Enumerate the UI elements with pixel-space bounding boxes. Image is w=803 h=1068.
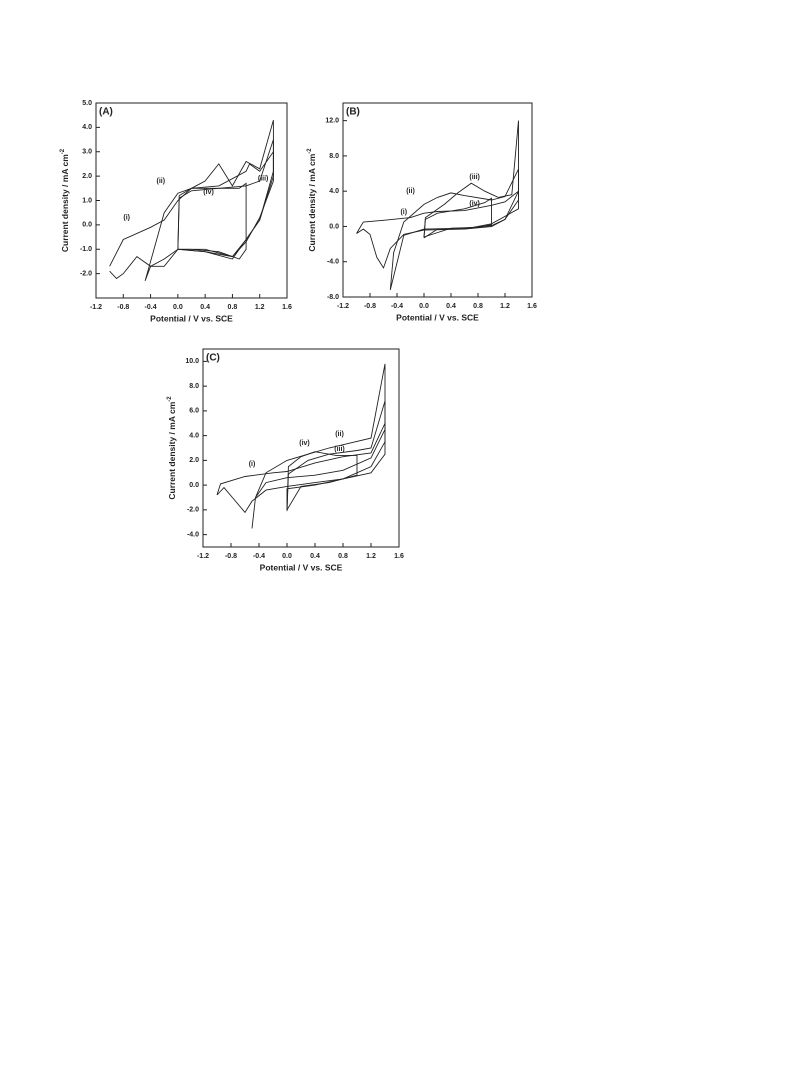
x-axis-label: Potential / V vs. SCE — [150, 313, 233, 323]
y-axis-label: Current density / mA cm-2 — [60, 148, 71, 252]
y-tick-label: 10.0 — [185, 358, 199, 365]
y-tick-label: -4.0 — [187, 531, 199, 538]
y-tick-label: -1.0 — [80, 246, 92, 253]
y-tick-label: 5.0 — [82, 100, 92, 107]
curve-label: (iii) — [334, 446, 345, 453]
cv-curve — [423, 120, 519, 239]
cv-curve — [286, 400, 386, 512]
cv-curve — [216, 423, 386, 514]
panel-label: (A) — [99, 107, 113, 118]
x-tick-label: -0.8 — [117, 304, 129, 311]
curve-label: (iv) — [299, 440, 310, 447]
plot-frame — [202, 348, 400, 548]
curve-label: (i) — [123, 214, 130, 221]
curve-label: (iv) — [203, 189, 214, 196]
x-tick-label: 1.2 — [500, 303, 510, 310]
plot-frame — [95, 102, 288, 299]
y-tick-label: 6.0 — [189, 408, 199, 415]
x-tick-label: 0.0 — [282, 553, 292, 560]
x-tick-label: -1.2 — [337, 303, 349, 310]
y-tick-label: -8.0 — [327, 294, 339, 301]
x-tick-label: 0.0 — [419, 303, 429, 310]
y-tick-label: 2.0 — [189, 457, 199, 464]
y-tick-label: 4.0 — [329, 188, 339, 195]
x-tick-label: 0.4 — [310, 553, 320, 560]
y-axis-label-sup: -2 — [60, 148, 66, 154]
curve-label: (ii) — [335, 431, 344, 438]
x-tick-label: 0.4 — [446, 303, 456, 310]
x-tick-label: 1.2 — [255, 304, 265, 311]
y-tick-label: -4.0 — [327, 259, 339, 266]
y-axis-label-sup: -2 — [307, 148, 313, 154]
y-axis-label-sup: -2 — [167, 396, 173, 402]
cv-curve — [251, 363, 386, 529]
y-tick-label: 1.0 — [82, 197, 92, 204]
x-tick-label: 1.2 — [366, 553, 376, 560]
y-tick-label: 12.0 — [325, 117, 339, 124]
y-tick-label: 4.0 — [189, 432, 199, 439]
panel-label: (C) — [206, 353, 220, 364]
y-axis-label: Current density / mA cm-2 — [307, 148, 318, 252]
x-tick-label: -1.2 — [197, 553, 209, 560]
curve-label: (iii) — [469, 174, 480, 181]
cv-curve — [109, 119, 274, 280]
y-tick-label: 3.0 — [82, 149, 92, 156]
y-tick-label: 0.0 — [82, 222, 92, 229]
x-axis-label: Potential / V vs. SCE — [396, 312, 479, 322]
plot-frame — [342, 102, 533, 298]
x-tick-label: 1.6 — [527, 303, 537, 310]
y-axis-label: Current density / mA cm-2 — [167, 396, 178, 500]
x-tick-label: -0.4 — [145, 304, 157, 311]
y-tick-label: -2.0 — [187, 507, 199, 514]
y-tick-label: 8.0 — [189, 383, 199, 390]
cv-curve — [177, 182, 247, 260]
y-tick-label: 0.0 — [329, 223, 339, 230]
cv-curve — [356, 190, 519, 269]
y-axis-label-text: Current density / mA cm — [60, 154, 70, 252]
x-tick-label: 0.8 — [228, 304, 238, 311]
curve-label: (ii) — [157, 178, 166, 185]
curve-label: (iii) — [258, 175, 269, 182]
curve-label: (i) — [249, 461, 256, 468]
y-tick-label: 0.0 — [189, 482, 199, 489]
x-tick-label: -0.4 — [253, 553, 265, 560]
curve-label: (ii) — [406, 188, 415, 195]
y-axis-label-text: Current density / mA cm — [167, 401, 177, 499]
y-tick-label: -2.0 — [80, 270, 92, 277]
cv-curve — [423, 197, 492, 238]
y-tick-label: 8.0 — [329, 153, 339, 160]
x-tick-label: 0.8 — [338, 553, 348, 560]
x-tick-label: 0.0 — [173, 304, 183, 311]
x-tick-label: 0.8 — [473, 303, 483, 310]
y-tick-label: 2.0 — [82, 173, 92, 180]
x-tick-label: -1.2 — [90, 304, 102, 311]
x-tick-label: -0.8 — [364, 303, 376, 310]
y-axis-label-text: Current density / mA cm — [307, 153, 317, 251]
x-tick-label: 1.6 — [394, 553, 404, 560]
curve-label: (i) — [400, 209, 407, 216]
curve-label: (iv) — [469, 200, 480, 207]
cv-curve — [177, 150, 274, 258]
x-tick-label: 0.4 — [200, 304, 210, 311]
panel-label: (B) — [346, 107, 360, 118]
x-tick-label: 1.6 — [282, 304, 292, 311]
cv-curve — [286, 451, 358, 511]
cv-curve — [144, 139, 274, 282]
x-tick-label: -0.4 — [391, 303, 403, 310]
y-tick-label: 4.0 — [82, 124, 92, 131]
x-tick-label: -0.8 — [225, 553, 237, 560]
x-axis-label: Potential / V vs. SCE — [260, 562, 343, 572]
